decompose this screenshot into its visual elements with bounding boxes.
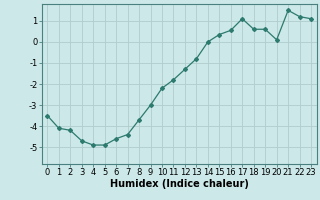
X-axis label: Humidex (Indice chaleur): Humidex (Indice chaleur): [110, 179, 249, 189]
